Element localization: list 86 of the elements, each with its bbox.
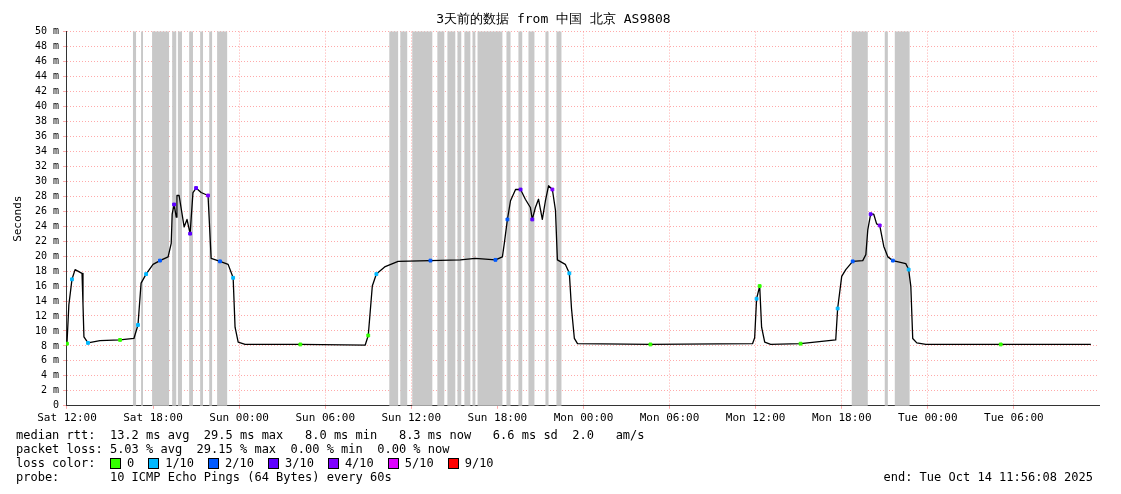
y-axis-title: Seconds: [11, 195, 25, 242]
point: [567, 271, 572, 276]
point: [493, 257, 498, 262]
y-tick-label: 12 m: [34, 309, 59, 321]
x-tick-label: Mon 06:00: [639, 411, 700, 425]
point: [118, 338, 122, 342]
y-tick-label: 8 m: [40, 339, 59, 351]
point: [70, 277, 74, 282]
legend-title: loss color:: [16, 456, 97, 470]
point: [648, 342, 653, 347]
x-tick-label: Tue 00:00: [897, 411, 958, 425]
x-tick-label: Sun 18:00: [467, 411, 528, 425]
x-tick-label: Mon 18:00: [811, 411, 872, 425]
legend-label: 3/10: [284, 456, 314, 470]
legend-label: 1/10: [165, 456, 195, 470]
y-tick-label: 26 m: [34, 204, 59, 216]
point: [998, 342, 1003, 347]
y-tick-label: 42 m: [34, 85, 59, 97]
point: [172, 202, 176, 207]
legend-label: 4/10: [344, 456, 374, 470]
point: [518, 187, 523, 192]
x-tick-label: Mon 00:00: [553, 411, 614, 425]
y-tick-label: 14 m: [34, 294, 59, 306]
point: [835, 306, 840, 311]
point: [505, 217, 510, 222]
y-tick-label: 36 m: [34, 129, 59, 141]
y-tick-label: 16 m: [34, 279, 59, 291]
point: [144, 272, 149, 276]
y-tick-label: 6 m: [40, 354, 59, 366]
point: [374, 272, 379, 276]
point: [798, 341, 803, 346]
point: [428, 258, 433, 263]
point: [550, 187, 555, 192]
point: [906, 267, 911, 272]
x-tick-label: Sun 00:00: [209, 411, 269, 425]
legend-label: 2/10: [225, 456, 254, 470]
point: [868, 212, 873, 217]
y-tick-label: 24 m: [34, 219, 59, 231]
y-tick-label: 50 m: [34, 25, 59, 37]
y-tick-label: 0: [52, 399, 59, 411]
y-tick-label: 18 m: [34, 264, 59, 276]
y-tick-label: 28 m: [34, 189, 59, 201]
point: [757, 284, 762, 288]
point: [754, 296, 759, 301]
x-tick-label: Mon 12:00: [725, 411, 786, 425]
legend-label: 0: [126, 456, 135, 470]
point: [231, 275, 236, 280]
x-tick-label: Sat 18:00: [123, 411, 183, 425]
y-tick-label: 40 m: [34, 100, 59, 112]
point: [298, 342, 303, 347]
y-tick-label: 32 m: [34, 159, 59, 171]
point: [188, 231, 193, 236]
y-tick-label: 34 m: [34, 144, 59, 156]
point: [890, 258, 895, 263]
chart-title: 3天前的数据 from 中国 北京 AS9808: [436, 11, 671, 27]
point: [366, 333, 371, 338]
x-tick-label: Sun 06:00: [295, 411, 356, 425]
point: [86, 341, 90, 345]
point: [66, 341, 69, 346]
point: [530, 217, 535, 222]
point: [158, 258, 162, 263]
point: [850, 259, 855, 264]
y-tick-label: 20 m: [34, 249, 59, 261]
y-tick-label: 44 m: [34, 70, 59, 82]
y-tick-label: 2 m: [40, 384, 59, 396]
y-tick-label: 30 m: [34, 174, 59, 186]
x-tick-label: Sat 12:00: [37, 411, 97, 425]
point: [218, 259, 222, 264]
y-tick-label: 38 m: [34, 115, 59, 126]
y-tick-label: 46 m: [34, 55, 59, 67]
y-tick-label: 22 m: [34, 234, 59, 246]
legend-label: 5/10: [404, 456, 434, 470]
text: end: Tue Oct 14 11:56:08 2025: [883, 470, 1093, 484]
legend-label: 9/10: [464, 456, 494, 470]
y-tick-label: 10 m: [34, 324, 59, 336]
y-tick-label: 48 m: [34, 40, 59, 52]
point: [136, 323, 140, 327]
point: [194, 186, 198, 190]
text: median rtt: 13.2 ms avg 29.5 ms max 8.0 ms min 8.3 ms now 6.6 ms sd 2.0 am/s: [16, 428, 646, 442]
text: probe: 10 ICMP Echo Pings (64 Bytes) every 60s: [16, 470, 392, 484]
x-tick-label: Sun 12:00: [381, 411, 442, 425]
text: packet loss: 5.03 % avg 29.15 % max 0.00 % min 0.00 % now: [16, 442, 451, 456]
y-tick-label: 4 m: [40, 369, 59, 381]
point: [206, 193, 210, 198]
x-tick-label: Tue 06:00: [984, 411, 1044, 425]
point: [877, 223, 882, 228]
